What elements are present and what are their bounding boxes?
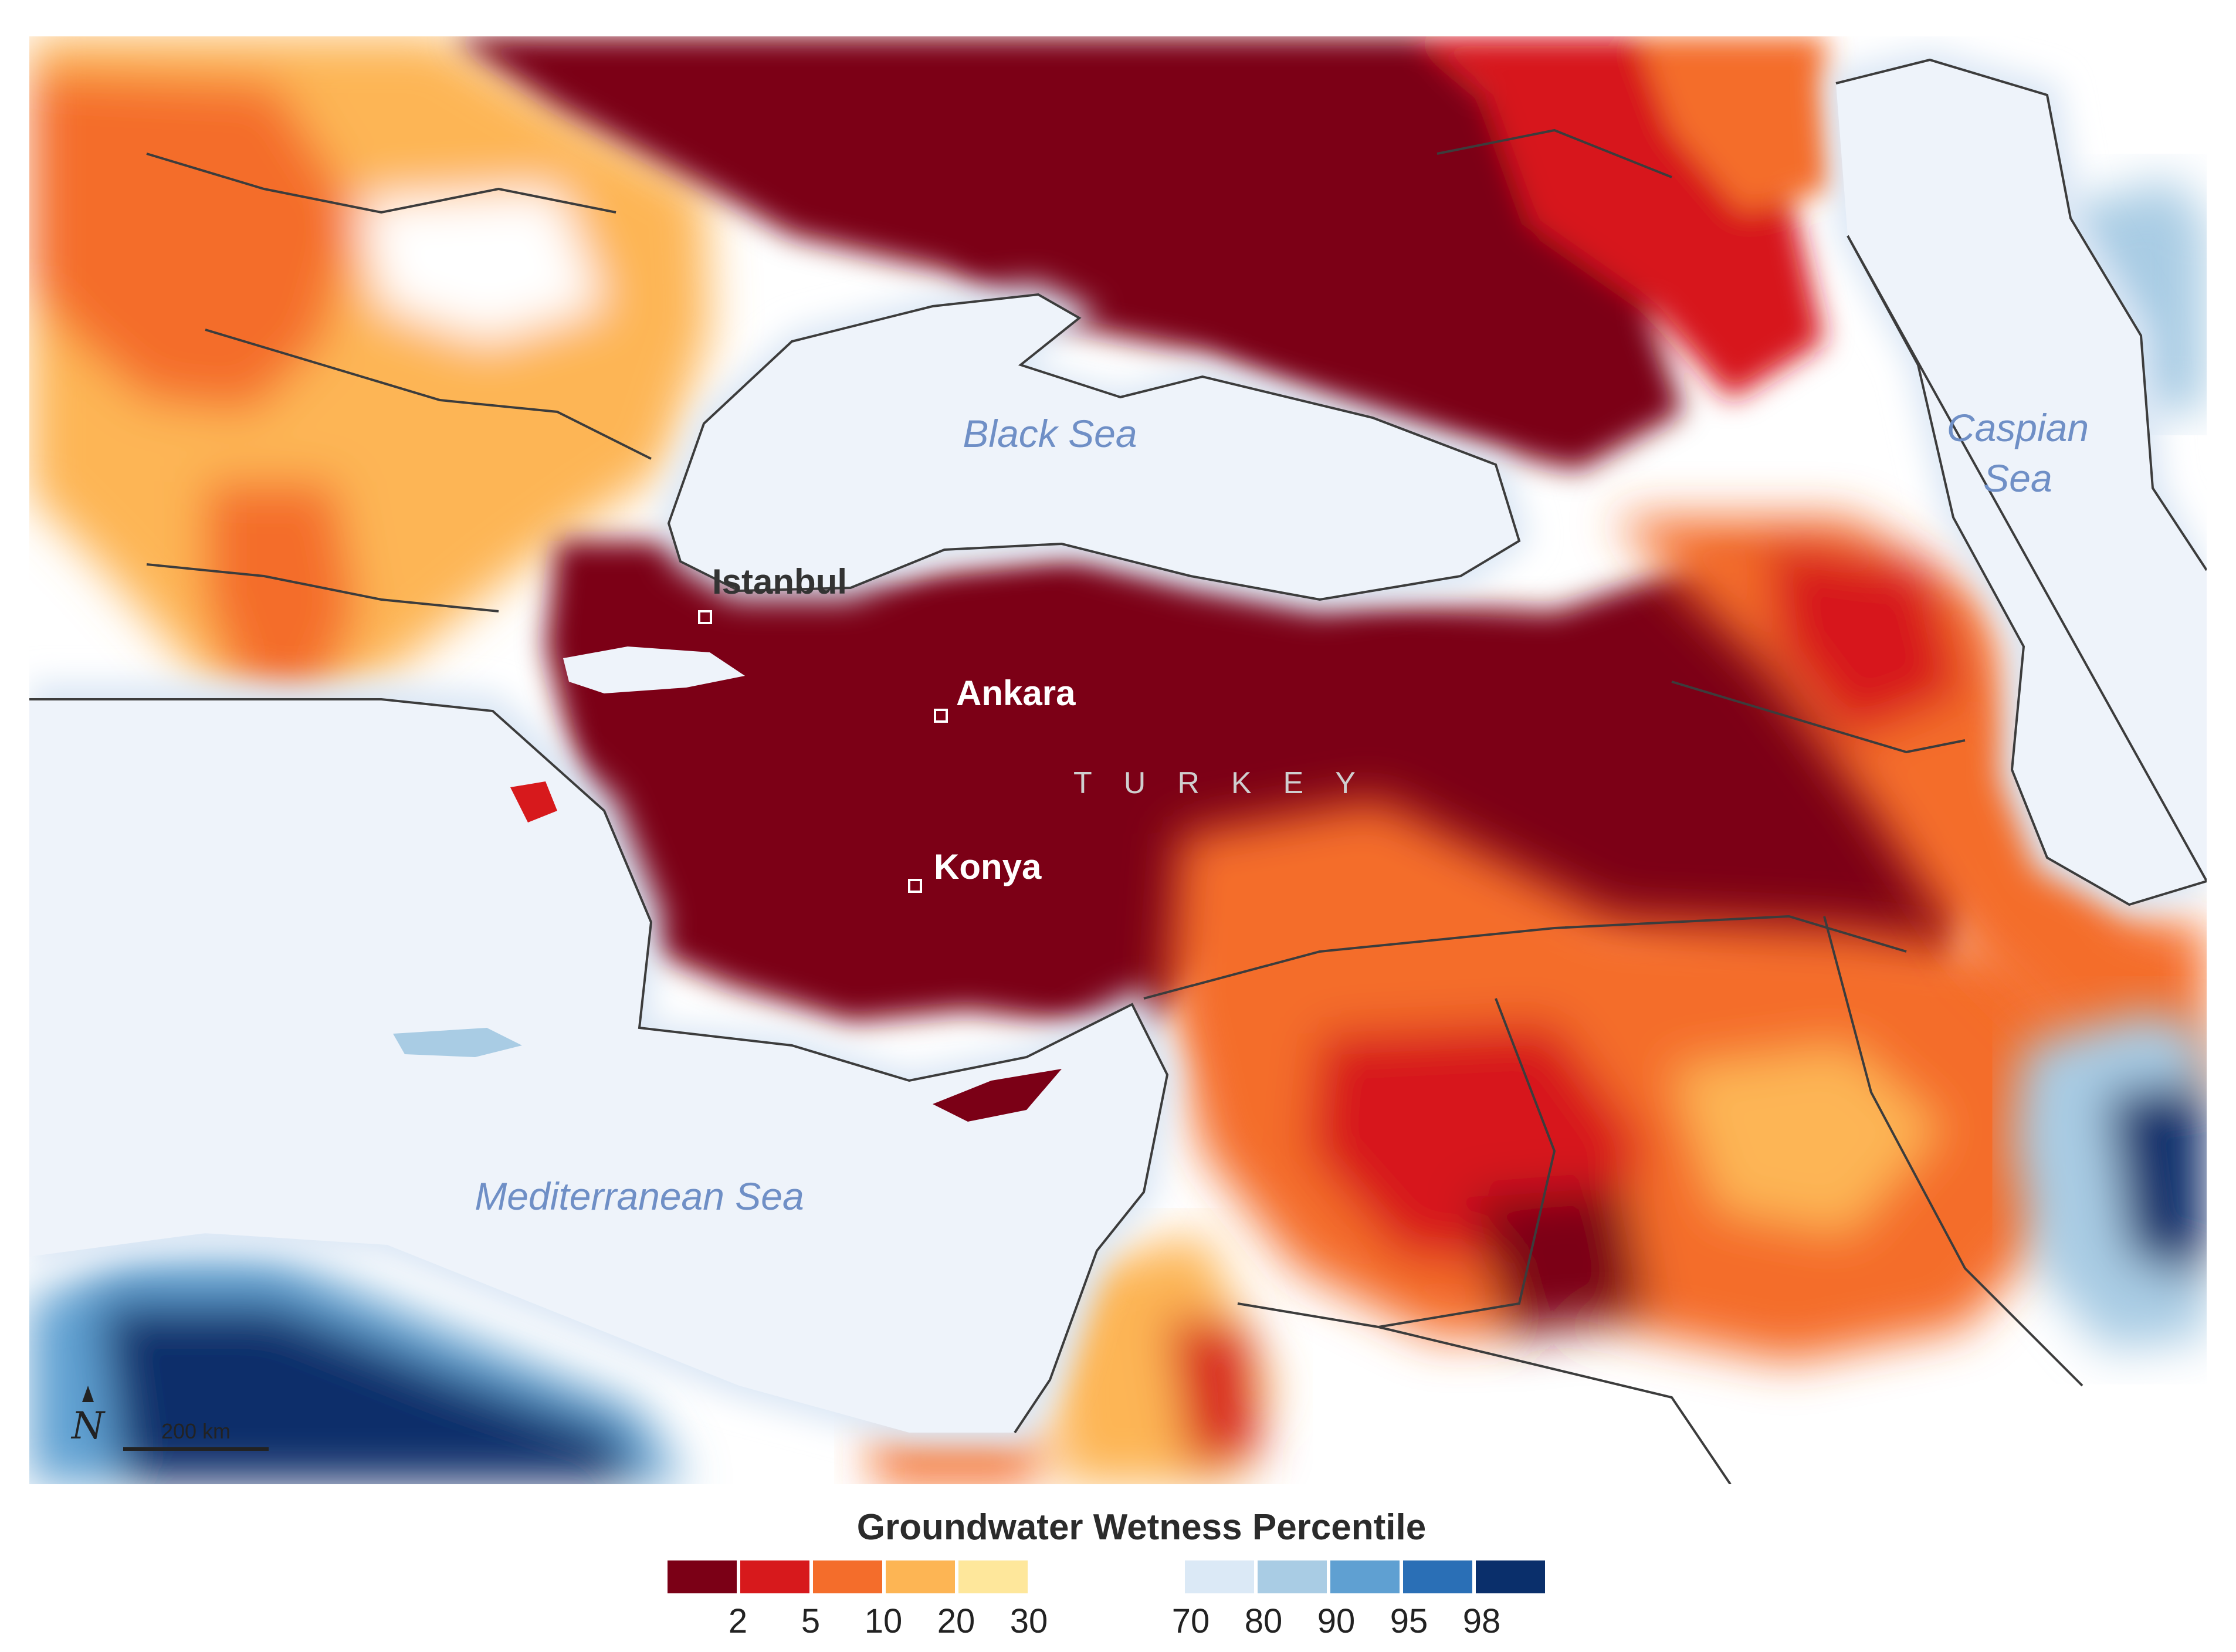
dry-swatch-4 xyxy=(886,1560,955,1593)
wet-tick-label: 98 xyxy=(1462,1602,1501,1640)
dryness-zone-balkans xyxy=(29,36,710,717)
dry-swatch-3 xyxy=(813,1560,882,1593)
dryness-zone-caucasus xyxy=(1613,517,2207,1092)
konya-marker xyxy=(908,879,922,893)
label-caspian-sea-line1: Caspian xyxy=(1947,406,2089,449)
wet-swatch-4 xyxy=(1403,1560,1472,1593)
dry-swatch-1 xyxy=(668,1560,737,1593)
dryness-zone-southeast xyxy=(1167,799,2118,1362)
scale-bar-label: 200 km xyxy=(161,1419,231,1443)
label-konya: Konya xyxy=(934,847,1042,886)
wet-swatch-3 xyxy=(1330,1560,1400,1593)
label-black-sea: Black Sea xyxy=(963,412,1137,455)
dry-swatch-5 xyxy=(958,1560,1028,1593)
label-caspian-sea-line2: Sea xyxy=(1983,456,2052,500)
wetness-zone-iran xyxy=(2012,1010,2207,1350)
dry-tick-label: 10 xyxy=(864,1602,903,1640)
north-arrow: N xyxy=(70,1386,106,1448)
wet-swatch-5 xyxy=(1476,1560,1545,1593)
wet-swatch-2 xyxy=(1258,1560,1327,1593)
dryness-zone-turkey xyxy=(546,541,1977,1034)
borders xyxy=(29,58,2207,1484)
wet-tick-label: 90 xyxy=(1317,1602,1356,1640)
istanbul-marker xyxy=(698,610,712,624)
label-istanbul: Istanbul xyxy=(712,562,847,601)
north-arrow-label: N xyxy=(70,1404,106,1448)
groundwater-map: Black Sea Caspian Sea Mediterranean Sea … xyxy=(29,36,2207,1484)
dry-tick-label: 20 xyxy=(937,1602,975,1640)
wetness-zone-libya xyxy=(29,1257,686,1484)
wet-tick-label: 70 xyxy=(1171,1602,1210,1640)
scale-bar: 200 km xyxy=(123,1419,269,1451)
dry-tick-label: 5 xyxy=(801,1602,821,1640)
dryness-zone-north xyxy=(452,36,1836,470)
water-bodies xyxy=(29,48,2207,1444)
dryness-zone-levant xyxy=(874,1233,1273,1484)
wet-tick-label: 95 xyxy=(1390,1602,1428,1640)
legend-title: Groundwater Wetness Percentile xyxy=(856,1507,1427,1548)
dry-swatch-2 xyxy=(740,1560,809,1593)
ankara-marker xyxy=(934,709,948,723)
wet-tick-label: 80 xyxy=(1244,1602,1283,1640)
label-mediterranean-sea: Mediterranean Sea xyxy=(475,1174,804,1218)
label-ankara: Ankara xyxy=(956,673,1076,713)
label-turkey: TURKEY xyxy=(1073,766,1387,800)
wet-swatch-1 xyxy=(1185,1560,1254,1593)
dry-tick-label: 30 xyxy=(1009,1602,1048,1640)
dry-tick-label: 2 xyxy=(728,1602,748,1640)
